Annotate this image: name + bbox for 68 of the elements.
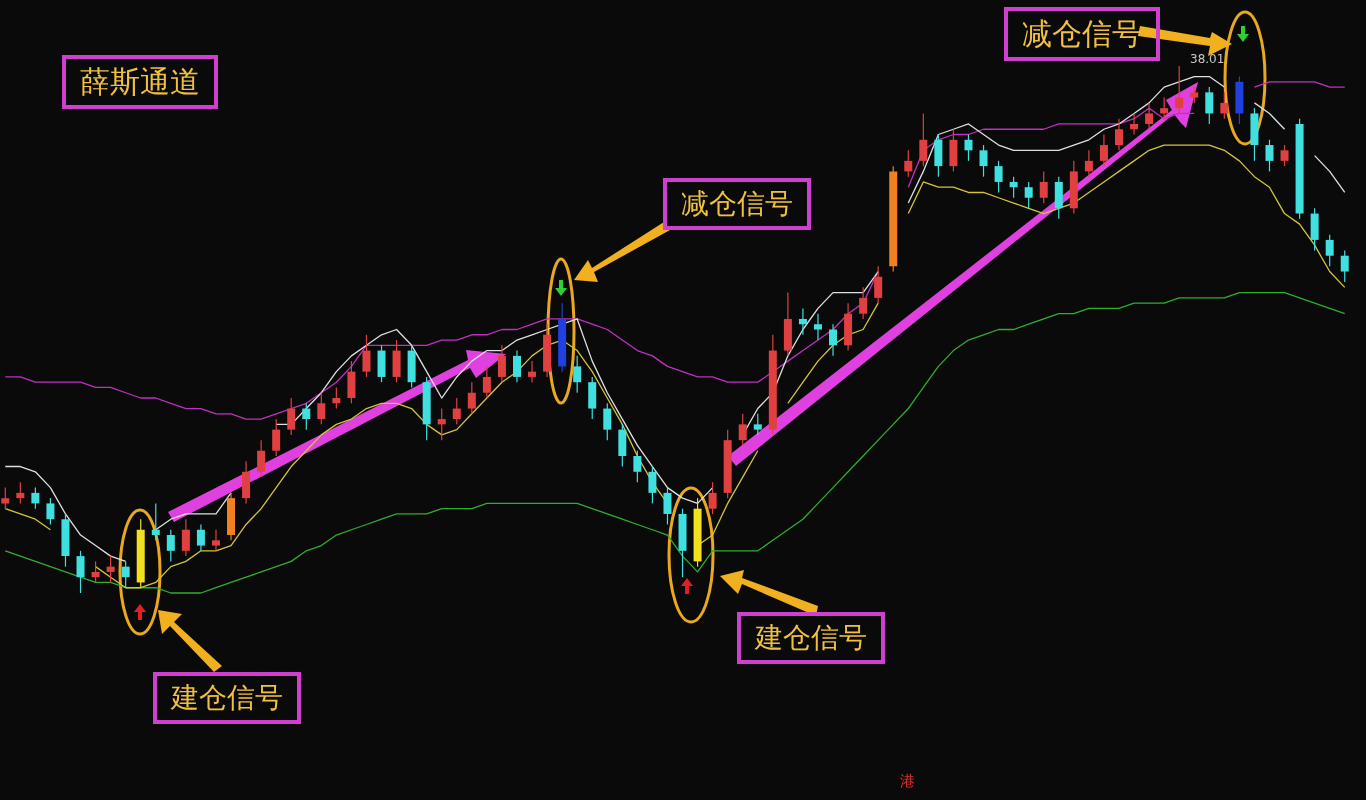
candlestick — [994, 160, 1003, 194]
candlestick — [437, 407, 446, 441]
candlestick — [708, 481, 717, 515]
candlestick — [151, 502, 160, 541]
annotation: 减仓信号 — [663, 178, 811, 230]
candlestick — [1175, 65, 1184, 115]
candlestick — [121, 560, 130, 589]
annotation: 38.01 — [1190, 52, 1225, 66]
text: 减仓信号 — [1004, 7, 1160, 61]
candlestick — [663, 487, 672, 526]
candlestick — [648, 465, 657, 505]
candlestick — [317, 392, 326, 425]
candlestick — [1084, 149, 1093, 178]
candlestick — [1340, 249, 1349, 283]
candlestick — [1160, 97, 1169, 120]
candlestick — [603, 402, 612, 441]
candlestick — [919, 112, 928, 167]
candlestick — [46, 497, 55, 526]
candlestick — [166, 529, 175, 562]
candlestick — [1024, 181, 1033, 209]
candlestick — [302, 402, 311, 431]
annotation: 薛斯通道 — [62, 55, 218, 109]
candlestick — [1145, 102, 1154, 130]
candlestick — [272, 418, 281, 457]
text: 建仓信号 — [153, 672, 301, 724]
candlestick — [573, 355, 582, 394]
candlestick — [467, 381, 476, 415]
candlestick — [753, 413, 762, 436]
candlestick — [528, 360, 537, 383]
candlestick — [904, 149, 913, 178]
candlestick — [1, 487, 10, 510]
candlestick — [1265, 139, 1274, 172]
candlestick — [829, 323, 838, 357]
candlestick — [31, 487, 40, 510]
candlestick — [1220, 91, 1229, 120]
text: 建仓信号 — [737, 612, 885, 664]
candlestick — [1205, 86, 1214, 125]
candlestick — [76, 550, 85, 594]
candlestick — [633, 450, 642, 483]
candlestick — [482, 365, 491, 399]
candlestick — [362, 334, 371, 378]
candlestick — [257, 439, 266, 478]
candlestick — [91, 560, 100, 584]
candlestick — [738, 413, 747, 447]
candlestick — [964, 133, 973, 162]
candlestick — [874, 265, 883, 304]
candlestick — [181, 518, 190, 557]
candlestick — [1009, 176, 1018, 199]
candlestick — [1280, 144, 1289, 167]
candlestick — [1325, 234, 1334, 267]
candlestick — [332, 386, 341, 410]
candlestick — [452, 397, 461, 425]
candlestick — [813, 313, 822, 341]
candlestick — [16, 481, 25, 505]
text: 港 — [900, 772, 915, 791]
candlestick — [196, 523, 205, 552]
candlestick — [1130, 112, 1139, 136]
candlestick — [211, 529, 220, 552]
candlestick — [798, 307, 807, 336]
candlestick — [287, 397, 296, 436]
candlestick — [106, 555, 115, 584]
candlestick — [512, 349, 521, 383]
candlestick — [1099, 133, 1108, 167]
candlestick — [979, 144, 988, 178]
candlestick — [497, 344, 506, 383]
candlestick — [859, 286, 868, 320]
candlestick — [1039, 170, 1048, 204]
candlestick — [1114, 118, 1123, 151]
